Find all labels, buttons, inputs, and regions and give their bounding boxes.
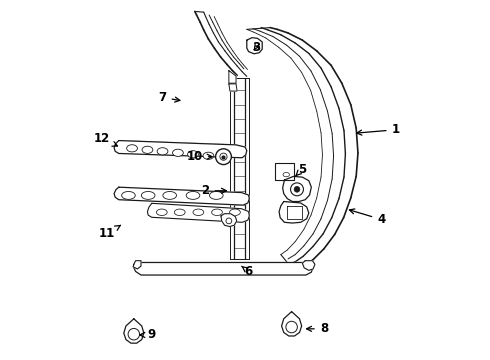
- Polygon shape: [134, 262, 313, 275]
- Ellipse shape: [141, 192, 155, 199]
- Text: 1: 1: [357, 123, 400, 136]
- Ellipse shape: [218, 154, 229, 161]
- Ellipse shape: [172, 149, 183, 156]
- Circle shape: [291, 183, 303, 196]
- Text: 8: 8: [307, 322, 328, 335]
- Circle shape: [216, 149, 231, 165]
- Text: 4: 4: [349, 209, 386, 226]
- Polygon shape: [283, 176, 311, 202]
- Ellipse shape: [156, 209, 167, 216]
- Text: 2: 2: [201, 184, 226, 197]
- Text: 6: 6: [242, 265, 253, 278]
- Ellipse shape: [188, 151, 198, 158]
- Text: 11: 11: [99, 225, 121, 240]
- Text: 7: 7: [158, 91, 180, 104]
- Ellipse shape: [122, 192, 135, 199]
- Ellipse shape: [203, 152, 214, 159]
- Ellipse shape: [174, 209, 185, 216]
- Polygon shape: [133, 261, 141, 269]
- Polygon shape: [229, 71, 236, 83]
- Circle shape: [294, 186, 300, 192]
- Ellipse shape: [186, 192, 200, 199]
- Ellipse shape: [283, 172, 290, 177]
- Polygon shape: [114, 140, 247, 158]
- Text: 12: 12: [94, 132, 118, 146]
- Circle shape: [220, 153, 227, 160]
- Polygon shape: [282, 312, 302, 336]
- Ellipse shape: [142, 146, 153, 153]
- Polygon shape: [114, 187, 249, 205]
- Polygon shape: [124, 319, 144, 343]
- Polygon shape: [229, 84, 237, 91]
- Polygon shape: [147, 203, 249, 222]
- Polygon shape: [275, 163, 294, 180]
- Ellipse shape: [163, 192, 176, 199]
- Polygon shape: [221, 214, 237, 226]
- Text: 10: 10: [187, 150, 212, 163]
- Polygon shape: [279, 202, 309, 223]
- Ellipse shape: [193, 209, 204, 216]
- Ellipse shape: [210, 192, 223, 199]
- Text: 3: 3: [252, 41, 260, 54]
- Ellipse shape: [230, 209, 240, 216]
- Ellipse shape: [157, 148, 168, 155]
- Text: 5: 5: [295, 163, 307, 176]
- Polygon shape: [302, 261, 315, 270]
- Circle shape: [226, 218, 232, 224]
- Ellipse shape: [212, 209, 222, 216]
- Polygon shape: [287, 206, 302, 220]
- Text: 9: 9: [140, 328, 156, 341]
- Ellipse shape: [126, 145, 137, 152]
- Polygon shape: [247, 38, 262, 54]
